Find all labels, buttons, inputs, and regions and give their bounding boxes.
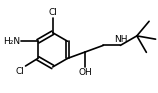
Text: Cl: Cl [48,8,57,17]
Text: NH: NH [114,35,127,44]
Text: Cl: Cl [16,67,25,76]
Text: H₂N: H₂N [3,37,20,46]
Text: OH: OH [79,68,92,77]
